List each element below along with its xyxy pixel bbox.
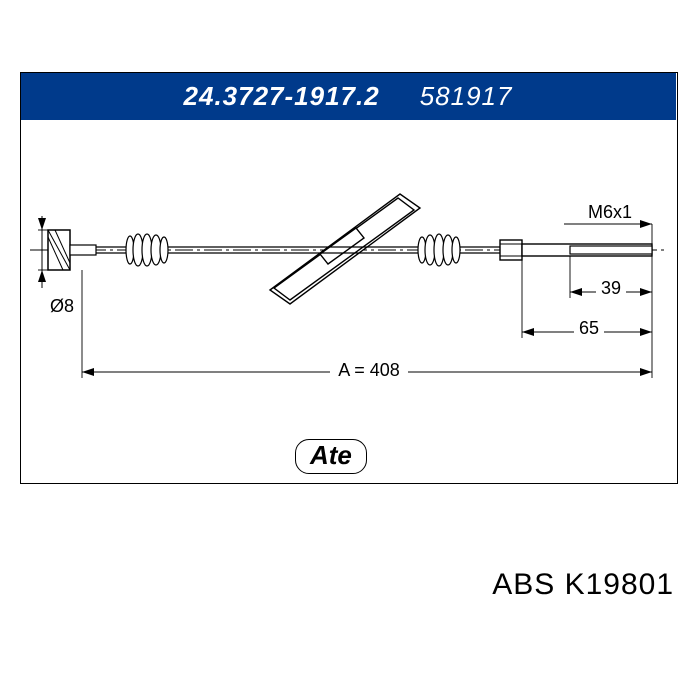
brand-logo: Ate <box>295 439 367 474</box>
dim-thread: M6x1 <box>588 202 632 222</box>
dim-length-a: A = 408 <box>338 360 400 380</box>
drawing-area: A = 408 65 39 M6x1 Ø8 Ate <box>20 120 676 482</box>
dim-diameter: Ø8 <box>50 296 74 316</box>
footer-part-code: ABS K19801 <box>492 568 674 602</box>
dim-65: 65 <box>579 318 599 338</box>
technical-diagram: A = 408 65 39 M6x1 Ø8 <box>20 120 676 482</box>
dim-39: 39 <box>601 278 621 298</box>
